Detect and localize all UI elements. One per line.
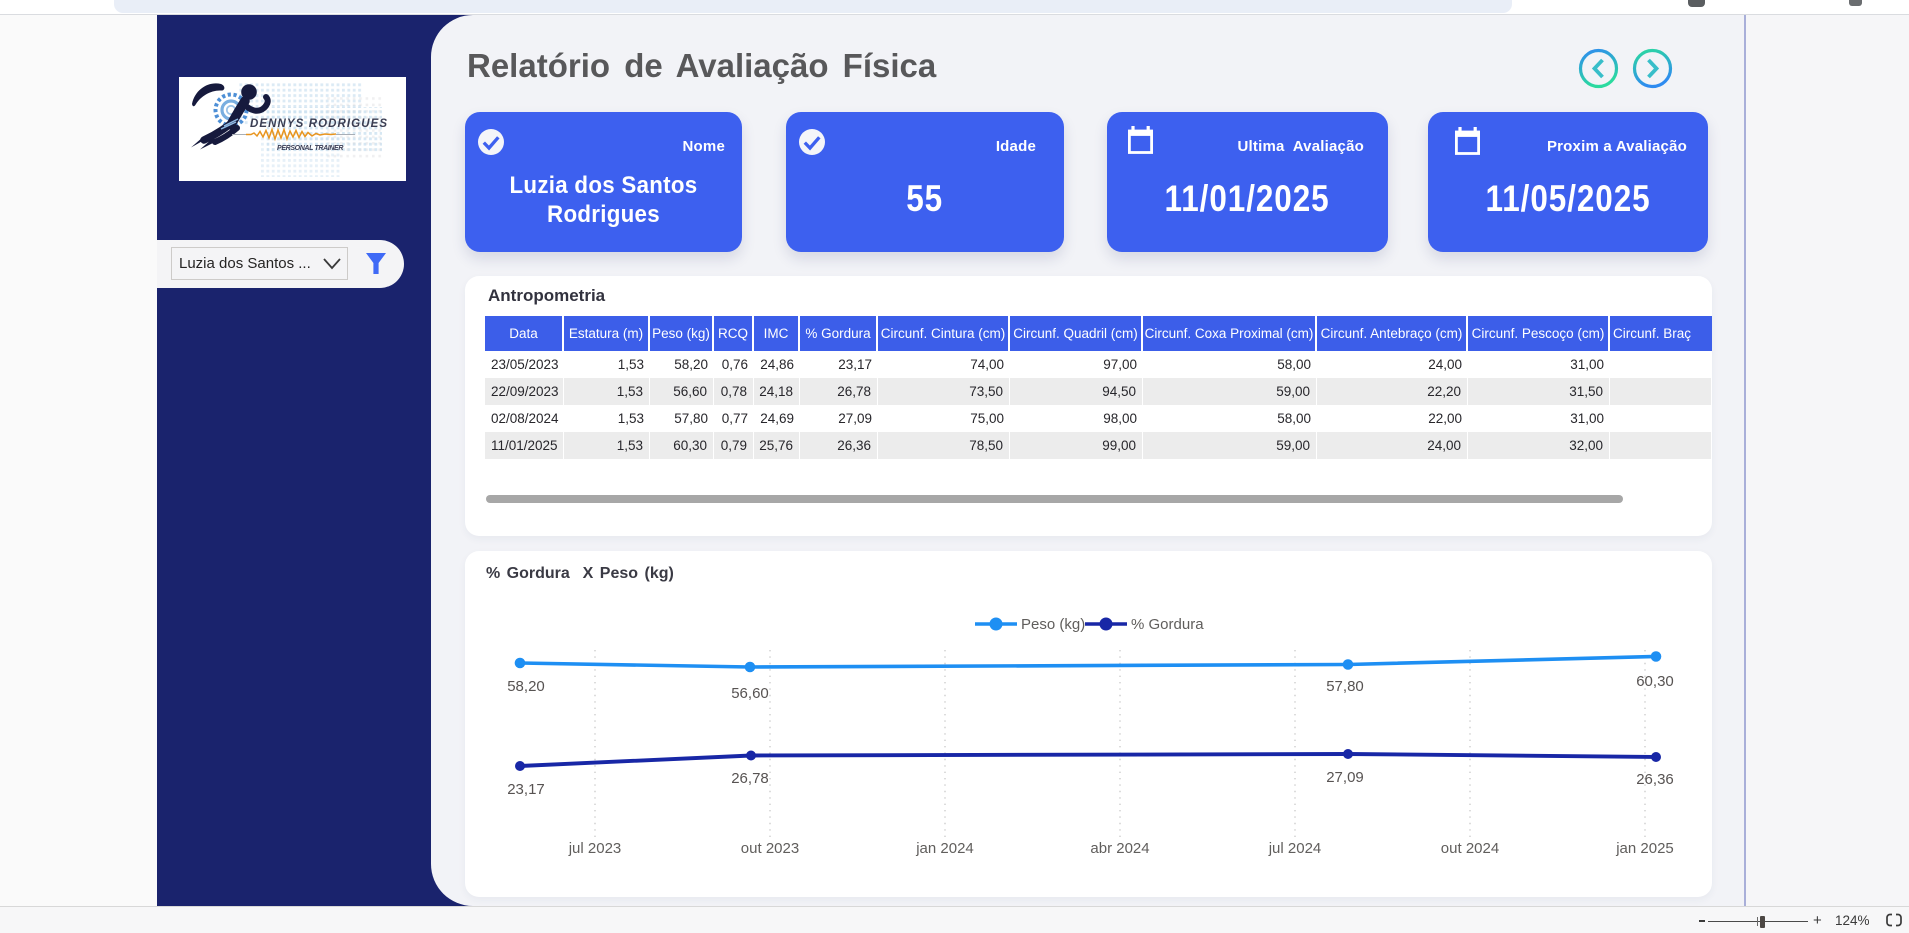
svg-text:Peso (kg): Peso (kg): [1021, 616, 1085, 633]
svg-text:57,80: 57,80: [1326, 678, 1364, 695]
svg-text:26,78: 26,78: [731, 770, 769, 787]
svg-text:jul 2024: jul 2024: [1268, 840, 1322, 857]
svg-text:out 2024: out 2024: [1441, 840, 1499, 857]
svg-text:DENNYS RODRIGUES: DENNYS RODRIGUES: [250, 118, 388, 130]
svg-text:27,09: 27,09: [1326, 769, 1364, 786]
svg-text:58,20: 58,20: [507, 678, 545, 695]
svg-text:PERSONAL TRAINER: PERSONAL TRAINER: [277, 145, 345, 152]
svg-text:60,30: 60,30: [1636, 673, 1674, 690]
svg-text:jul 2023: jul 2023: [568, 840, 622, 857]
svg-text:jan 2025: jan 2025: [1615, 840, 1674, 857]
svg-text:abr 2024: abr 2024: [1090, 840, 1149, 857]
svg-text:jan 2024: jan 2024: [915, 840, 974, 857]
svg-text:% Gordura: % Gordura: [1131, 616, 1204, 633]
svg-text:out 2023: out 2023: [741, 840, 799, 857]
svg-text:56,60: 56,60: [731, 685, 769, 702]
svg-text:23,17: 23,17: [507, 781, 545, 798]
svg-text:26,36: 26,36: [1636, 771, 1674, 788]
